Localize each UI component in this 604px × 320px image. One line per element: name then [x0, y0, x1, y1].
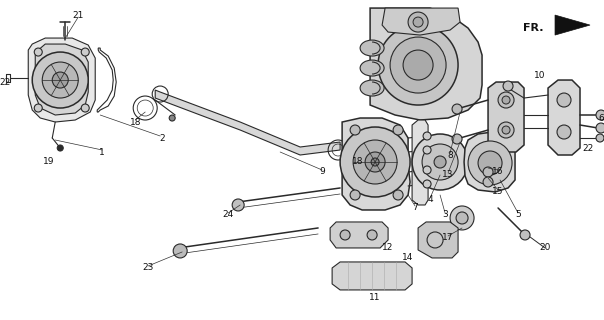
Circle shape — [350, 190, 360, 200]
Polygon shape — [464, 132, 515, 192]
Text: 18: 18 — [352, 157, 364, 166]
Circle shape — [390, 37, 446, 93]
Circle shape — [365, 152, 385, 172]
Text: 5: 5 — [515, 211, 521, 220]
Polygon shape — [412, 120, 428, 205]
Circle shape — [557, 93, 571, 107]
Polygon shape — [382, 8, 460, 35]
Circle shape — [340, 127, 410, 197]
Circle shape — [34, 48, 42, 56]
Circle shape — [81, 48, 89, 56]
Circle shape — [423, 166, 431, 174]
Circle shape — [478, 151, 502, 175]
Circle shape — [503, 81, 513, 91]
Circle shape — [340, 230, 350, 240]
Polygon shape — [548, 80, 580, 155]
Circle shape — [393, 190, 403, 200]
Text: 11: 11 — [370, 293, 381, 302]
Text: 14: 14 — [402, 253, 414, 262]
Text: 16: 16 — [492, 167, 504, 177]
Circle shape — [408, 12, 428, 32]
Text: 7: 7 — [412, 204, 418, 212]
Circle shape — [452, 134, 462, 144]
Ellipse shape — [360, 40, 384, 56]
Polygon shape — [342, 118, 410, 210]
Ellipse shape — [360, 60, 384, 76]
Text: 10: 10 — [535, 70, 546, 80]
Circle shape — [502, 96, 510, 104]
Circle shape — [34, 104, 42, 112]
Text: 15: 15 — [492, 188, 504, 196]
Circle shape — [423, 146, 431, 154]
Circle shape — [498, 122, 514, 138]
Circle shape — [423, 132, 431, 140]
Circle shape — [169, 115, 175, 121]
Circle shape — [483, 177, 493, 187]
Circle shape — [422, 144, 458, 180]
Text: 4: 4 — [427, 196, 433, 204]
Text: 17: 17 — [442, 234, 454, 243]
Circle shape — [483, 167, 493, 177]
Circle shape — [81, 104, 89, 112]
Polygon shape — [330, 222, 388, 248]
Text: 2: 2 — [159, 133, 165, 142]
Polygon shape — [28, 38, 95, 122]
Circle shape — [353, 140, 397, 184]
Text: 22: 22 — [582, 143, 594, 153]
Circle shape — [596, 134, 604, 142]
Text: 3: 3 — [442, 211, 448, 220]
Text: 19: 19 — [42, 157, 54, 166]
Polygon shape — [488, 82, 524, 152]
Text: 1: 1 — [99, 148, 105, 156]
Text: 8: 8 — [447, 150, 453, 159]
Circle shape — [378, 25, 458, 105]
Circle shape — [423, 180, 431, 188]
Circle shape — [520, 230, 530, 240]
Ellipse shape — [360, 80, 384, 96]
Text: 12: 12 — [382, 244, 394, 252]
Circle shape — [412, 134, 468, 190]
Text: FR.: FR. — [522, 23, 543, 33]
Text: 23: 23 — [143, 263, 154, 272]
Polygon shape — [555, 15, 590, 35]
Circle shape — [52, 72, 68, 88]
Text: 24: 24 — [222, 211, 234, 220]
Circle shape — [232, 199, 244, 211]
Text: 9: 9 — [320, 167, 325, 177]
Circle shape — [596, 123, 604, 133]
Circle shape — [42, 62, 79, 98]
Circle shape — [173, 244, 187, 258]
Circle shape — [468, 141, 512, 185]
Polygon shape — [155, 90, 340, 155]
Circle shape — [367, 230, 377, 240]
Text: 22: 22 — [0, 77, 11, 86]
Text: 6: 6 — [598, 114, 604, 123]
Text: 21: 21 — [72, 11, 84, 20]
Circle shape — [557, 125, 571, 139]
Circle shape — [456, 212, 468, 224]
Polygon shape — [370, 8, 482, 120]
Circle shape — [393, 125, 403, 135]
Text: 13: 13 — [442, 171, 454, 180]
Polygon shape — [35, 44, 88, 115]
Polygon shape — [332, 262, 412, 290]
Text: 20: 20 — [539, 244, 551, 252]
Circle shape — [403, 50, 433, 80]
Circle shape — [350, 125, 360, 135]
Circle shape — [450, 206, 474, 230]
Circle shape — [32, 52, 88, 108]
Polygon shape — [418, 222, 458, 258]
Circle shape — [434, 156, 446, 168]
Circle shape — [498, 92, 514, 108]
Circle shape — [502, 126, 510, 134]
Circle shape — [413, 17, 423, 27]
Circle shape — [596, 110, 604, 120]
Circle shape — [57, 145, 63, 151]
Text: 18: 18 — [129, 117, 141, 126]
Circle shape — [371, 158, 379, 166]
Circle shape — [452, 104, 462, 114]
